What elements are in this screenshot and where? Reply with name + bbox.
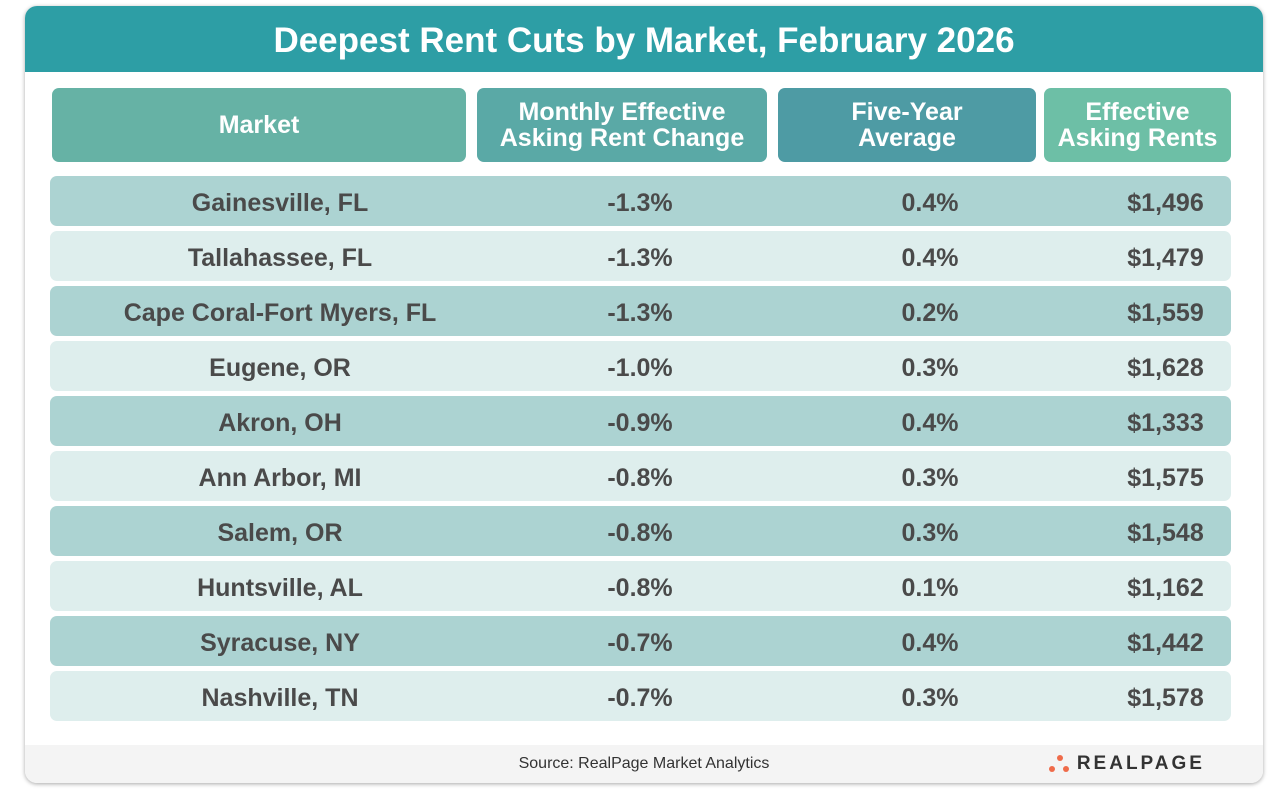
- five-year-avg-cell: 0.4%: [901, 409, 959, 437]
- asking-rent-cell: $1,496: [1127, 189, 1204, 217]
- five-year-avg-cell: 0.4%: [901, 189, 959, 217]
- column-header: Five-Year Average: [778, 88, 1036, 162]
- market-cell: Ann Arbor, MI: [198, 464, 362, 492]
- market-cell: Salem, OR: [217, 519, 343, 547]
- table-row: Nashville, TN -0.7% 0.3% $1,578: [50, 671, 1231, 721]
- table-row: Salem, OR -0.8% 0.3% $1,548: [50, 506, 1231, 556]
- asking-rent-cell: $1,333: [1127, 409, 1204, 437]
- market-cell: Gainesville, FL: [191, 189, 369, 217]
- five-year-avg-cell: 0.4%: [901, 244, 959, 272]
- table-row: Syracuse, NY -0.7% 0.4% $1,442: [50, 616, 1231, 666]
- column-header: Market: [52, 88, 466, 162]
- market-cell: Tallahassee, FL: [187, 244, 373, 272]
- table-row: Akron, OH -0.9% 0.4% $1,333: [50, 396, 1231, 446]
- asking-rent-cell: $1,575: [1127, 464, 1204, 492]
- source-note: Source: RealPage Market Analytics: [518, 755, 770, 772]
- market-cell: Nashville, TN: [201, 684, 359, 712]
- table-row: Eugene, OR -1.0% 0.3% $1,628: [50, 341, 1231, 391]
- monthly-change-cell: -0.8%: [607, 464, 673, 492]
- realpage-logo: REALPAGE: [1048, 753, 1205, 775]
- asking-rent-cell: $1,578: [1127, 684, 1204, 712]
- table-card: Deepest Rent Cuts by Market, February 20…: [25, 6, 1263, 783]
- monthly-change-cell: -0.7%: [607, 684, 673, 712]
- monthly-change-cell: -1.3%: [607, 299, 673, 327]
- asking-rent-cell: $1,479: [1127, 244, 1204, 272]
- monthly-change-cell: -0.8%: [607, 574, 673, 602]
- table-row: Huntsville, AL -0.8% 0.1% $1,162: [50, 561, 1231, 611]
- footer: Source: RealPage Market Analytics REALPA…: [25, 745, 1263, 783]
- monthly-change-cell: -1.3%: [607, 189, 673, 217]
- column-header: Monthly Effective Asking Rent Change: [477, 88, 767, 162]
- five-year-avg-cell: 0.3%: [901, 684, 959, 712]
- five-year-avg-cell: 0.4%: [901, 629, 959, 657]
- table-row: Tallahassee, FL -1.3% 0.4% $1,479: [50, 231, 1231, 281]
- market-cell: Eugene, OR: [209, 354, 351, 382]
- monthly-change-cell: -0.9%: [607, 409, 673, 437]
- asking-rent-cell: $1,162: [1127, 574, 1204, 602]
- five-year-avg-cell: 0.3%: [901, 354, 959, 382]
- five-year-avg-cell: 0.3%: [901, 519, 959, 547]
- monthly-change-cell: -1.0%: [607, 354, 673, 382]
- five-year-avg-cell: 0.2%: [901, 299, 959, 327]
- column-header: Effective Asking Rents: [1044, 88, 1231, 162]
- monthly-change-cell: -1.3%: [607, 244, 673, 272]
- monthly-change-cell: -0.8%: [607, 519, 673, 547]
- asking-rent-cell: $1,548: [1127, 519, 1204, 547]
- asking-rent-cell: $1,559: [1127, 299, 1204, 327]
- asking-rent-cell: $1,628: [1127, 354, 1204, 382]
- table-row: Cape Coral-Fort Myers, FL -1.3% 0.2% $1,559: [50, 286, 1231, 336]
- page-title: Deepest Rent Cuts by Market, February 20…: [25, 6, 1263, 72]
- asking-rent-cell: $1,442: [1127, 629, 1204, 657]
- five-year-avg-cell: 0.3%: [901, 464, 959, 492]
- table-row: Ann Arbor, MI -0.8% 0.3% $1,575: [50, 451, 1231, 501]
- market-cell: Akron, OH: [218, 409, 342, 437]
- table-row: Gainesville, FL -1.3% 0.4% $1,496: [50, 176, 1231, 226]
- market-cell: Cape Coral-Fort Myers, FL: [123, 299, 437, 327]
- logo-text: REALPAGE: [1076, 753, 1205, 774]
- market-cell: Syracuse, NY: [200, 629, 360, 657]
- market-cell: Huntsville, AL: [197, 574, 363, 602]
- monthly-change-cell: -0.7%: [607, 629, 673, 657]
- logo-dots-icon: [1048, 755, 1071, 773]
- five-year-avg-cell: 0.1%: [901, 574, 959, 602]
